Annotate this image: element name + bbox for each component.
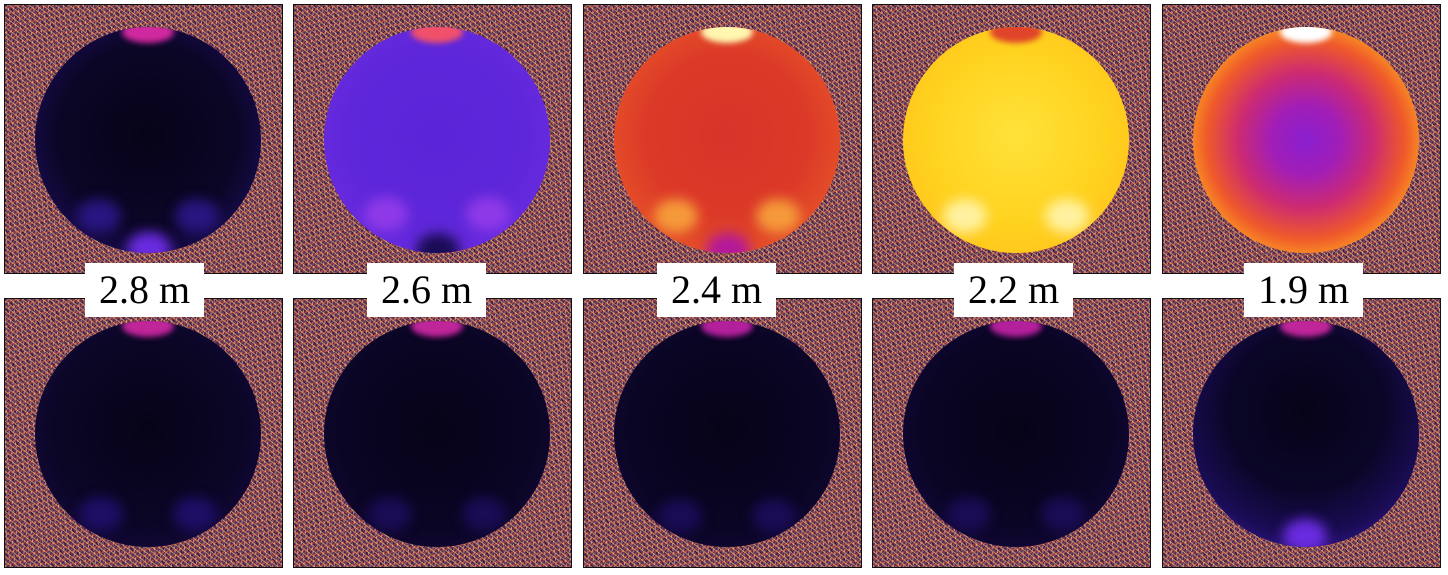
hot-spot-cap xyxy=(990,321,1042,337)
edge-blob xyxy=(947,497,991,531)
hot-spot-cap xyxy=(701,321,753,337)
edge-blob xyxy=(416,233,460,253)
edge-blob xyxy=(756,199,800,233)
edge-blob xyxy=(943,199,987,233)
edge-blob xyxy=(654,199,698,233)
hot-spot-cap xyxy=(411,321,463,337)
panel-bottom-4 xyxy=(872,298,1151,568)
panel-top-3 xyxy=(583,4,862,274)
field-circle-bottom-4 xyxy=(903,321,1129,547)
panel-top-1 xyxy=(4,4,283,274)
panel-bottom-2 xyxy=(293,298,572,568)
edge-blob xyxy=(127,232,171,253)
panel-bottom-5 xyxy=(1162,298,1441,568)
field-circle-bottom-1 xyxy=(35,321,261,547)
field-circle-bottom-2 xyxy=(324,321,550,547)
field-circle-top-1 xyxy=(35,27,261,253)
distance-label-2: 2.6 m xyxy=(367,263,487,317)
hot-spot-cap xyxy=(990,27,1042,43)
edge-blob xyxy=(368,497,412,531)
panel-top-4 xyxy=(872,4,1151,274)
field-circle-top-2 xyxy=(324,27,550,253)
edge-blob xyxy=(1041,497,1085,531)
edge-blob xyxy=(752,499,796,533)
edge-blob xyxy=(175,199,219,233)
hot-spot-cap xyxy=(122,321,174,337)
hot-spot-cap xyxy=(1280,27,1332,43)
distance-label-1: 2.8 m xyxy=(85,263,205,317)
panel-bottom-3 xyxy=(583,298,862,568)
edge-blob xyxy=(77,199,121,233)
panel-bottom-1 xyxy=(4,298,283,568)
edge-blob xyxy=(1283,519,1327,547)
field-circle-top-3 xyxy=(614,27,840,253)
edge-blob xyxy=(173,497,217,531)
hot-spot-cap xyxy=(411,27,463,43)
edge-blob xyxy=(79,497,123,531)
hot-spot-cap xyxy=(1280,321,1332,337)
edge-blob xyxy=(658,499,702,533)
distance-label-3: 2.4 m xyxy=(657,263,777,317)
field-circle-top-4 xyxy=(903,27,1129,253)
field-circle-bottom-5 xyxy=(1193,321,1419,547)
distance-label-4: 2.2 m xyxy=(954,263,1074,317)
distance-label-5: 1.9 m xyxy=(1244,263,1364,317)
field-circle-top-5 xyxy=(1193,27,1419,253)
panel-top-2 xyxy=(293,4,572,274)
edge-blob xyxy=(462,497,506,531)
edge-blob xyxy=(706,233,750,253)
hot-spot-cap xyxy=(122,27,174,43)
panel-top-5 xyxy=(1162,4,1441,274)
hot-spot-cap xyxy=(701,27,753,43)
edge-blob xyxy=(364,197,408,231)
edge-blob xyxy=(466,197,510,231)
edge-blob xyxy=(1045,199,1089,233)
field-circle-bottom-3 xyxy=(614,321,840,547)
